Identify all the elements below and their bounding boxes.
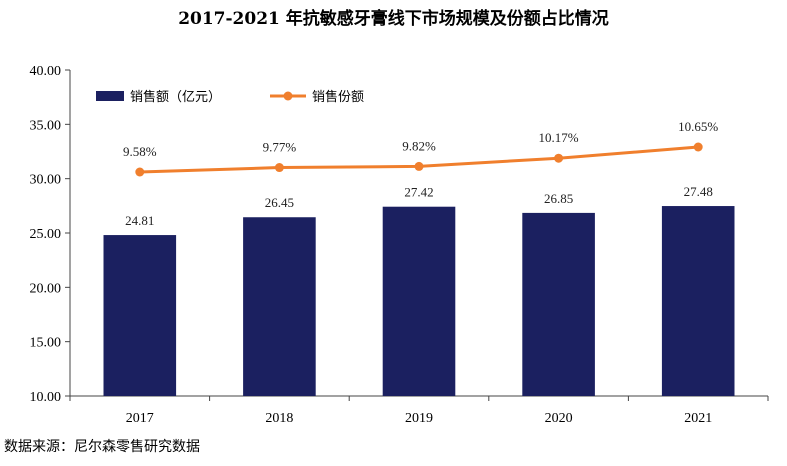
x-tick-label: 2017 <box>126 411 154 426</box>
y-tick-label: 15.00 <box>30 336 62 351</box>
y-tick-label: 10.00 <box>30 390 62 405</box>
chart-title: 2017-2021 年抗敏感牙膏线下市场规模及份额占比情况 <box>178 9 609 29</box>
line-series: 9.58% 9.77% 9.82% 10.17% 10.65% <box>123 119 718 177</box>
bar-series: 24.81 26.45 27.42 26.85 27.48 <box>103 184 735 396</box>
bar <box>103 235 177 396</box>
share-value-label: 9.82% <box>402 138 436 153</box>
share-point <box>135 167 145 177</box>
bar-value-label: 27.48 <box>684 184 713 199</box>
x-tick-label: 2018 <box>265 411 293 426</box>
data-source-note: 数据来源：尼尔森零售研究数据 <box>4 439 200 455</box>
legend: 销售额（亿元） 销售份额 <box>96 89 364 105</box>
share-value-label: 10.65% <box>678 119 718 134</box>
legend-line-marker <box>283 91 293 101</box>
bar <box>661 206 735 396</box>
share-value-label: 9.58% <box>123 144 157 159</box>
bar <box>522 212 595 396</box>
share-value-label: 10.17% <box>539 130 579 145</box>
bar-value-label: 27.42 <box>404 185 433 200</box>
y-tick-label: 25.00 <box>30 227 62 242</box>
chart-axes: 10.00 15.00 20.00 25.00 30.00 35.00 40.00 2017 2… <box>30 64 769 426</box>
y-tick-label: 35.00 <box>30 118 62 133</box>
y-tick-label: 30.00 <box>30 173 62 188</box>
bar <box>243 217 316 396</box>
bar-value-label: 26.45 <box>265 195 294 210</box>
x-tick-label: 2019 <box>405 411 433 426</box>
x-tick-label: 2020 <box>545 411 573 426</box>
share-point <box>554 153 564 163</box>
share-point <box>414 161 424 171</box>
bar-value-label: 26.85 <box>544 191 573 206</box>
bar-value-label: 24.81 <box>125 213 154 228</box>
share-point <box>274 163 284 173</box>
y-tick-label: 40.00 <box>30 64 62 79</box>
share-point <box>693 142 703 152</box>
y-tick-label: 20.00 <box>30 281 62 296</box>
share-value-label: 9.77% <box>263 140 297 155</box>
legend-bar-label: 销售额（亿元） <box>130 89 221 105</box>
x-tick-label: 2021 <box>684 411 712 426</box>
bar <box>382 206 456 396</box>
legend-bar-swatch <box>96 91 124 101</box>
legend-line-label: 销售份额 <box>312 89 364 105</box>
